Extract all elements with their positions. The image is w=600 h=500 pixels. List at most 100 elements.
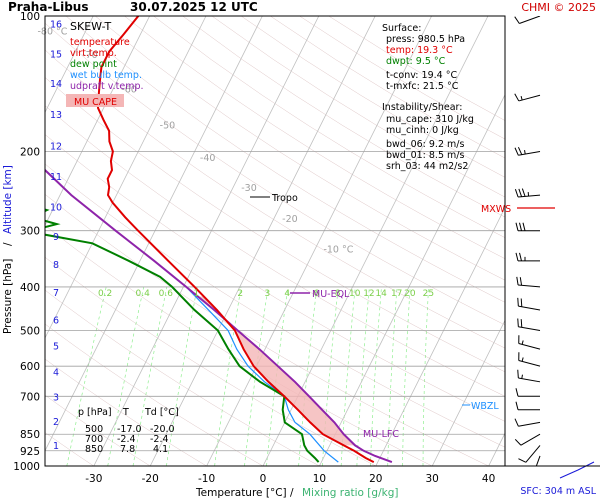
y-axis-label-pressure: Pressure [hPa] <box>2 259 14 334</box>
legend-cape-swatch <box>66 94 124 107</box>
isotherm-label: -50 <box>160 121 176 132</box>
sfc-label: SFC: 304 m ASL <box>520 486 596 497</box>
wind-barb <box>514 93 541 102</box>
wind-barb-flag <box>515 252 519 261</box>
surface-dwpt: dwpt: 9.5 °C <box>386 56 446 67</box>
wind-barb <box>515 222 540 232</box>
mixing-ratio-label: 4 <box>284 289 290 299</box>
wind-barb <box>514 146 541 156</box>
srh-03-value: srh_03: 44 m2/s2 <box>386 161 468 172</box>
mixing-ratio-line <box>266 286 289 466</box>
instability-title: Instability/Shear: <box>382 102 462 113</box>
surface-temp: temp: 19.3 °C <box>386 45 453 56</box>
isotherm <box>206 16 432 466</box>
y-axis-label-altitude: Altitude [km] <box>2 165 14 234</box>
mixing-ratio-line <box>166 286 198 466</box>
wind-barb-staff <box>518 284 541 288</box>
surface-panel: Surface: press: 980.5 hPa temp: 19.3 °C … <box>382 23 465 92</box>
surface-title: Surface: <box>382 23 421 34</box>
wind-barb-half <box>521 357 524 362</box>
wind-barb-flag <box>517 297 519 307</box>
isotherm <box>431 319 505 466</box>
wind-barb-flag <box>518 458 527 463</box>
label-layer: 1002003004005006007008509251000161514131… <box>13 11 595 485</box>
wind-barb-staff <box>518 326 541 332</box>
x-axis-title: Temperature [°C] / Mixing ratio [g/kg] <box>195 487 398 499</box>
wind-barb-flag <box>516 276 519 286</box>
isotherm <box>45 16 94 114</box>
pressure-tick-label: 200 <box>20 146 40 158</box>
x-axis-label: Temperature [°C] <box>195 487 287 499</box>
wind-barb <box>514 418 541 427</box>
altitude-tick-label: 1 <box>53 441 59 452</box>
table-cell: 7.8 <box>120 444 135 455</box>
dry-adiabat <box>45 49 505 349</box>
dry-adiabat <box>45 77 505 373</box>
mixing-ratio-line <box>387 286 398 466</box>
wind-barb-flag <box>521 188 526 197</box>
pressure-tick-label: 500 <box>20 326 40 338</box>
table-cell: 700 <box>85 434 103 445</box>
cape-area-fill <box>197 296 356 446</box>
mixing-ratio-label: 10 <box>349 289 361 299</box>
altitude-tick-label: 5 <box>53 342 59 353</box>
wind-barb-staff <box>539 465 540 466</box>
legend-title: SKEW-T <box>70 20 112 33</box>
mxws-label: MXWS <box>481 204 511 215</box>
isotherm-label: -80 °C <box>37 27 67 38</box>
plot-frame <box>44 15 506 467</box>
isotherm <box>45 16 150 227</box>
wind-barb-flag <box>519 277 523 286</box>
mixing-ratio-label: 20 <box>404 289 416 299</box>
altitude-tick-label: 12 <box>50 142 62 153</box>
pressure-tick-label: 925 <box>20 446 40 458</box>
isotherm-label: -60 <box>121 85 137 96</box>
isotherm-label: -10 °C <box>323 244 353 255</box>
wind-barb-staff <box>520 433 541 446</box>
dry-adiabat <box>211 16 505 198</box>
wind-barb-half <box>521 374 523 379</box>
wind-barb <box>517 297 541 311</box>
wind-barb-flag <box>514 418 519 427</box>
legend-item-wet-bulb: wet bulb temp. <box>70 70 142 81</box>
pressure-tick-label: 300 <box>20 226 40 238</box>
wind-barb-staff <box>518 305 541 311</box>
table-cell: 500 <box>85 424 103 435</box>
altitude-tick-label: 11 <box>50 172 62 183</box>
wind-barb-staff <box>518 377 541 383</box>
mixing-ratio-line <box>356 286 370 466</box>
wind-barb <box>516 276 541 288</box>
wind-barb <box>517 369 541 383</box>
dry-adiabat <box>65 16 505 303</box>
tropo-label: Tropo <box>271 193 298 204</box>
mu-cape-value: mu_cape: 310 J/kg <box>386 114 474 125</box>
wind-barb-half <box>521 340 524 345</box>
temperature-tick-label: -10 <box>198 473 215 485</box>
copyright: CHMI © 2025 <box>521 1 596 14</box>
pressure-tick-label: 850 <box>20 429 40 441</box>
wind-barb-flag <box>514 147 519 156</box>
y-axis-separator: / <box>2 242 14 246</box>
legend-item-dew-point: dew point <box>70 59 117 70</box>
altitude-tick-label: 9 <box>53 232 59 243</box>
mixing-ratio-label: 0.6 <box>159 289 174 299</box>
table-cell: -2.4 <box>150 434 169 445</box>
legend-item-updraft: udpraft v.temp. <box>70 81 144 92</box>
mixing-ratio-label: 0.2 <box>98 289 112 299</box>
altitude-tick-label: 13 <box>50 110 62 121</box>
altitude-tick-label: 14 <box>50 79 62 90</box>
x-axis-separator: / <box>290 487 294 499</box>
temperature-tick-label: -30 <box>85 473 102 485</box>
legend: SKEW-T temperature virt.temp. dew point … <box>66 20 144 108</box>
wind-barb <box>515 388 540 397</box>
pressure-tick-label: 700 <box>20 391 40 403</box>
temperature-tick-label: 0 <box>260 473 267 485</box>
altitude-tick-label: 3 <box>53 393 59 404</box>
pressure-tick-label: 1000 <box>13 461 40 473</box>
wind-barb-flag <box>519 222 522 231</box>
isotherm-label: -30 <box>241 183 257 194</box>
temperature-tick-label: 30 <box>426 473 439 485</box>
wind-barb <box>539 465 540 466</box>
mixing-ratio-label: 1 <box>193 289 199 299</box>
